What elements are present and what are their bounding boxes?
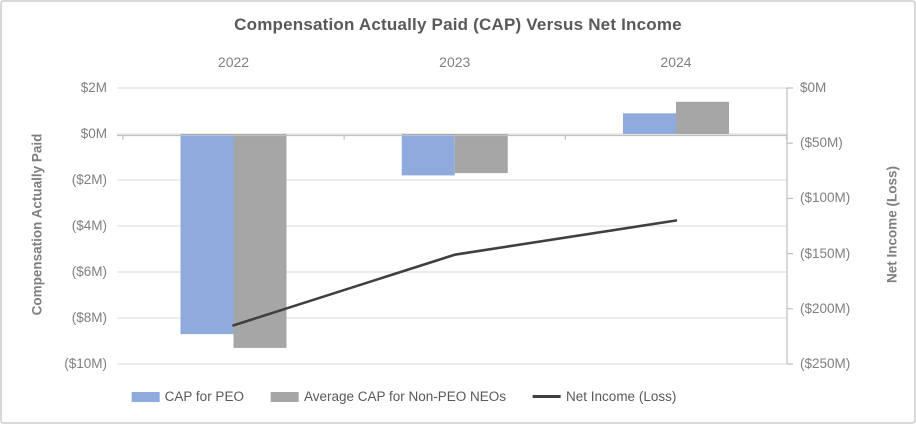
right-axis-tick-label: $0M: [800, 80, 827, 95]
right-axis-tick-label: ($250M): [800, 356, 851, 371]
right-axis-tick-label: ($100M): [800, 190, 851, 206]
bar-2023-series1: [454, 134, 508, 174]
legend-line-swatch: [533, 395, 562, 398]
legend-label: Average CAP for Non-PEO NEOs: [303, 389, 507, 404]
category-label-2023: 2023: [439, 54, 471, 70]
bar-2024-series0: [623, 113, 676, 134]
net-income-line: [232, 219, 678, 327]
left-axis-tick-label: $2M: [80, 80, 107, 95]
right-axis-tick-label: ($200M): [800, 300, 851, 316]
left-axis-tick-label: ($2M): [71, 172, 107, 187]
bar-2022-series0: [180, 134, 234, 335]
legend: CAP for PEO Average CAP for Non-PEO NEOs N…: [131, 389, 676, 404]
legend-item-1: Average CAP for Non-PEO NEOs: [270, 389, 507, 404]
category-label-2022: 2022: [217, 54, 250, 70]
right-axis-tick-label: ($50M): [800, 135, 843, 151]
bar-2024-series1: [676, 101, 729, 134]
legend-bar-swatch: [270, 391, 299, 402]
left-axis-tick-label: ($8M): [71, 310, 107, 325]
left-axis-tick-label: ($4M): [71, 218, 107, 233]
right-axis-tick-label: ($150M): [800, 245, 851, 261]
left-axis-tick-label: ($10M): [64, 356, 107, 371]
legend-label: CAP for PEO: [164, 389, 244, 404]
legend-bar-swatch: [131, 391, 160, 402]
bar-2023-series0: [401, 134, 455, 176]
legend-item-2: Net Income (Loss): [533, 389, 676, 404]
left-axis-tick-label: ($6M): [71, 264, 107, 279]
category-label-2024: 2024: [660, 54, 692, 70]
left-axis-tick-label: $0M: [80, 126, 107, 141]
chart-title: Compensation Actually Paid (CAP) Versus …: [234, 15, 682, 34]
legend-item-0: CAP for PEO: [131, 389, 244, 404]
legend-label: Net Income (Loss): [566, 389, 677, 404]
